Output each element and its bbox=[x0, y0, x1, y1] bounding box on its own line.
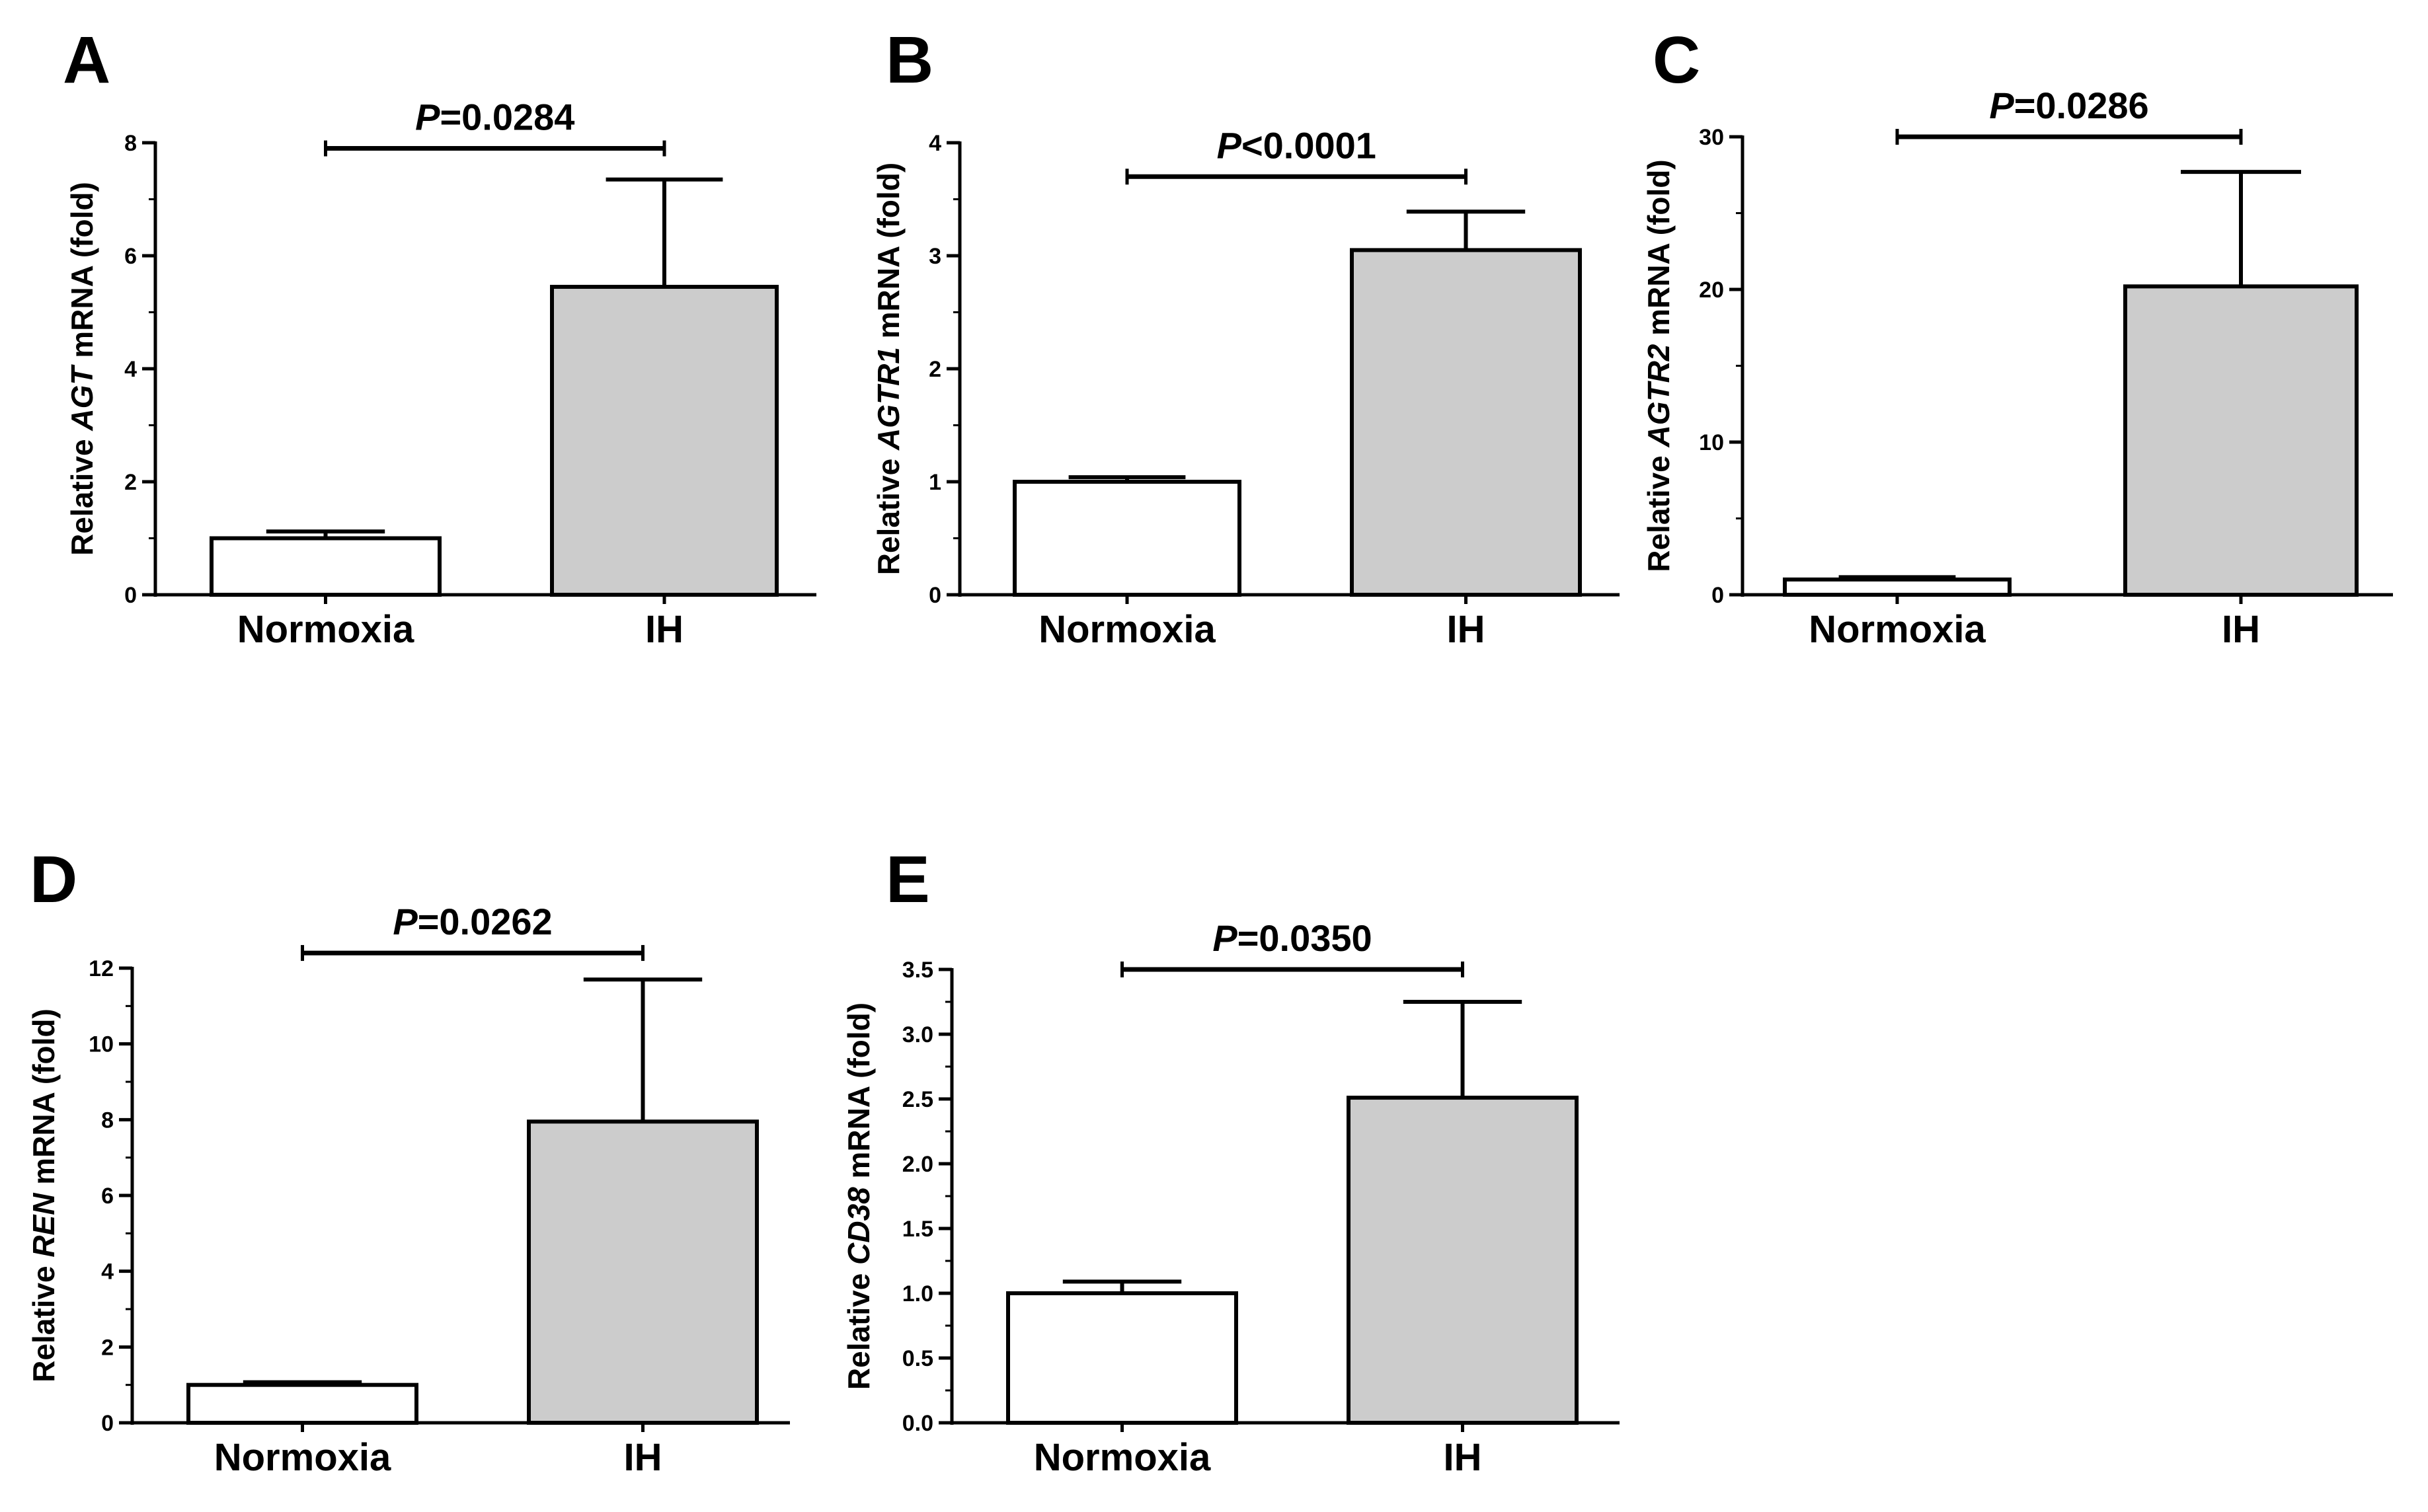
y-tick-label: 0.5 bbox=[902, 1346, 933, 1371]
y-tick-label: 2 bbox=[101, 1335, 114, 1360]
y-axis-label: Relative AGTR2 mRNA (fold) bbox=[1641, 159, 1676, 572]
y-tick-label: 3.5 bbox=[902, 958, 933, 983]
y-axis-label: Relative AGT mRNA (fold) bbox=[65, 182, 99, 556]
y-tick-label: 0 bbox=[929, 583, 941, 608]
x-tick-label: Normoxia bbox=[237, 608, 414, 651]
bar-ih bbox=[527, 1119, 759, 1425]
panel-letter: D bbox=[30, 843, 77, 917]
panel-d: D Normoxia IH 0 2 4 6 8 10 12 Relative REN mRNA (f… bbox=[26, 843, 790, 1479]
bar-normoxia bbox=[1013, 480, 1241, 597]
y-tick-label: 8 bbox=[124, 131, 137, 156]
y-tick-label: 0 bbox=[101, 1411, 114, 1436]
panel-b: B Normoxia IH 0 1 2 3 4 Relative AGTR1 mRNA (fol… bbox=[871, 23, 1620, 651]
y-tick-label: 2.0 bbox=[902, 1152, 933, 1177]
y-tick-label: 2 bbox=[929, 357, 941, 382]
y-tick-label: 6 bbox=[124, 244, 137, 269]
bar-ih bbox=[1347, 1096, 1579, 1425]
bar-ih bbox=[550, 285, 779, 597]
y-tick-label: 8 bbox=[101, 1108, 114, 1133]
y-tick-label: 30 bbox=[1699, 125, 1724, 150]
bar-normoxia bbox=[186, 1382, 418, 1425]
y-axis-label: Relative REN mRNA (fold) bbox=[26, 1008, 61, 1382]
bar-ih bbox=[1350, 248, 1582, 597]
p-value-label: P=0.0350 bbox=[1212, 917, 1372, 959]
y-tick-label: 4 bbox=[101, 1260, 114, 1285]
p-value-label: P=0.0284 bbox=[415, 96, 574, 138]
y-axis-label: Relative AGTR1 mRNA (fold) bbox=[871, 163, 906, 575]
y-axis-label: Relative CD38 mRNA (fold) bbox=[842, 1002, 876, 1390]
y-tick-label: 4 bbox=[124, 357, 137, 382]
y-tick-label: 3.0 bbox=[902, 1022, 933, 1047]
y-tick-label: 3 bbox=[929, 244, 941, 269]
panel-letter: E bbox=[886, 843, 930, 917]
x-tick-label: IH bbox=[1444, 1436, 1482, 1479]
y-tick-label: 1.0 bbox=[902, 1281, 933, 1306]
bar-normoxia bbox=[1783, 577, 2012, 597]
bar-normoxia bbox=[210, 536, 442, 597]
y-tick-label: 0 bbox=[124, 583, 137, 608]
panel-letter: B bbox=[886, 23, 933, 97]
bar-normoxia bbox=[1006, 1291, 1238, 1425]
y-tick-label: 12 bbox=[89, 956, 114, 981]
bar-ih bbox=[2123, 284, 2359, 597]
x-tick-label: Normoxia bbox=[1038, 608, 1216, 651]
x-tick-label: Normoxia bbox=[1034, 1436, 1211, 1479]
x-tick-label: Normoxia bbox=[1809, 608, 1986, 651]
panel-c: C Normoxia IH 0 10 20 30 Relative AGTR2 mRNA (f… bbox=[1641, 23, 2393, 651]
x-tick-label: Normoxia bbox=[214, 1436, 391, 1479]
y-tick-label: 4 bbox=[929, 131, 941, 156]
y-tick-label: 10 bbox=[1699, 430, 1724, 455]
panel-e: E Normoxia IH 0.0 0.5 1.0 1.5 2.0 2.5 3.0 3.5 Relat… bbox=[842, 843, 1620, 1479]
y-tick-label: 20 bbox=[1699, 278, 1724, 303]
x-tick-label: IH bbox=[624, 1436, 662, 1479]
p-value-label: P<0.0001 bbox=[1217, 124, 1376, 166]
p-value-label: P=0.0262 bbox=[393, 901, 552, 942]
y-tick-label: 6 bbox=[101, 1184, 114, 1209]
panel-letter: C bbox=[1653, 23, 1700, 97]
x-tick-label: IH bbox=[645, 608, 684, 651]
y-tick-label: 2.5 bbox=[902, 1087, 933, 1112]
panel-a: A Normoxia IH 0 2 4 6 8 Relative AGT mRNA (fold)… bbox=[63, 23, 816, 651]
x-tick-label: IH bbox=[2222, 608, 2260, 651]
panel-letter: A bbox=[63, 23, 110, 97]
y-tick-label: 0 bbox=[1711, 583, 1724, 608]
y-tick-label: 1 bbox=[929, 470, 941, 495]
y-tick-label: 10 bbox=[89, 1032, 114, 1057]
x-tick-label: IH bbox=[1447, 608, 1485, 651]
y-tick-label: 0.0 bbox=[902, 1411, 933, 1436]
y-tick-label: 2 bbox=[124, 470, 137, 495]
y-tick-label: 1.5 bbox=[902, 1217, 933, 1242]
p-value-label: P=0.0286 bbox=[1989, 85, 2148, 126]
